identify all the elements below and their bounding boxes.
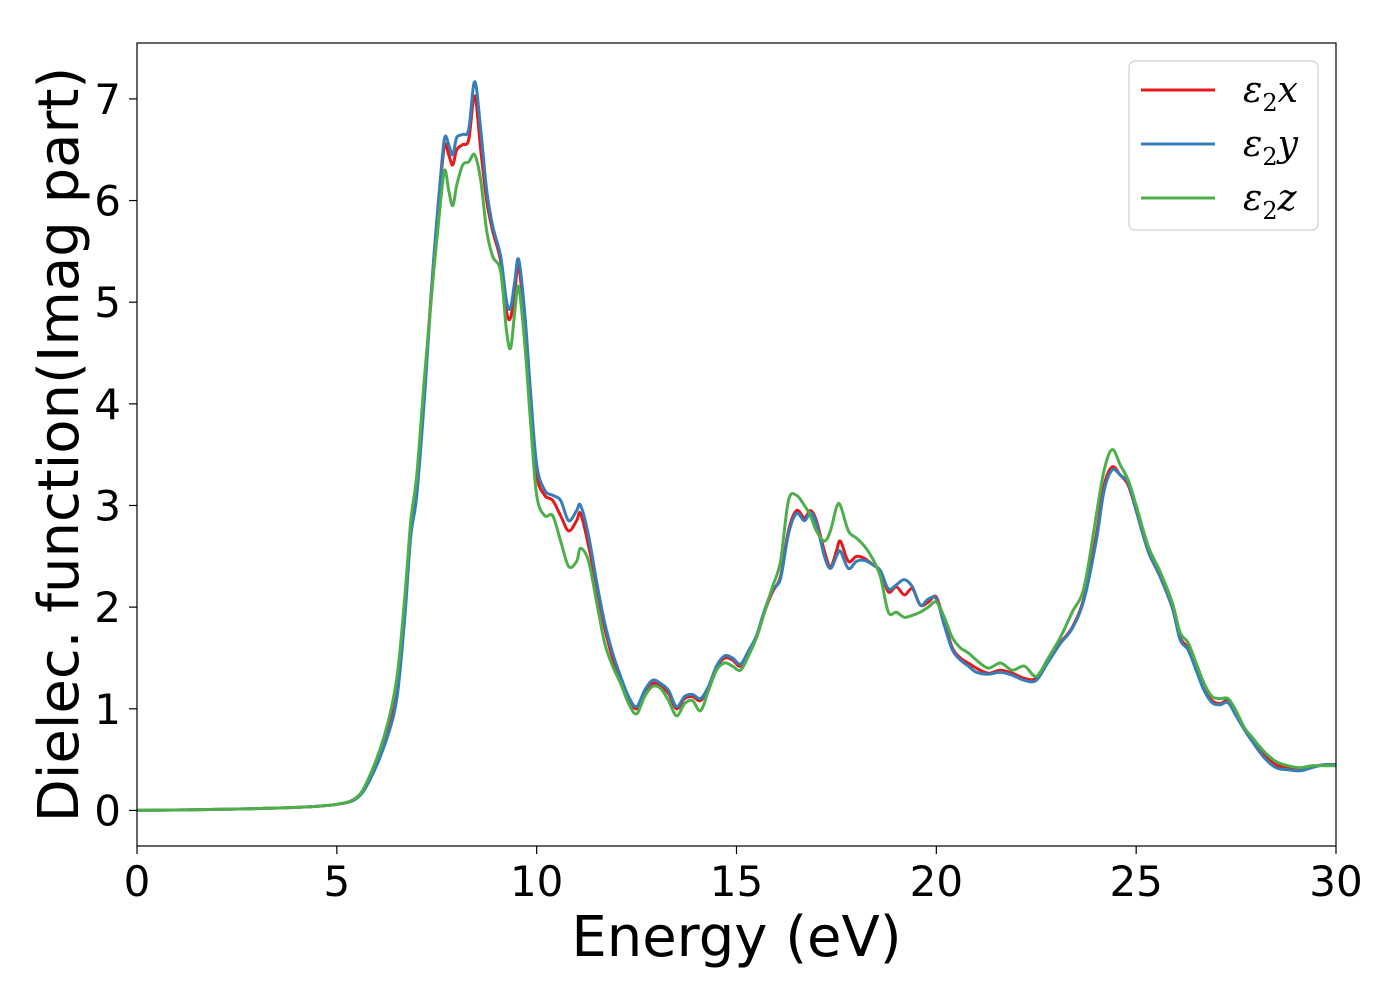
y-tick-label: 6: [94, 177, 121, 226]
series-line-z: [137, 152, 1336, 812]
y-axis: 0 1 2 3 4 5 6 7: [94, 75, 137, 835]
x-axis-title: Energy (eV): [571, 905, 901, 970]
x-tick-label: 25: [1109, 857, 1162, 906]
x-tick-label: 0: [124, 857, 151, 906]
legend-label-z: ε2z: [1243, 178, 1298, 225]
y-tick-label: 0: [94, 786, 121, 835]
x-axis: 0 5 10 15 20 25 30: [124, 846, 1363, 906]
x-tick-label: 30: [1309, 857, 1362, 906]
y-tick-label: 7: [94, 75, 121, 124]
legend: ε2x ε2y ε2z: [1128, 60, 1319, 231]
y-axis-title: Dielec. function(Imag part): [27, 67, 92, 823]
x-tick-label: 15: [710, 857, 763, 906]
legend-box: [1128, 60, 1319, 231]
x-tick-label: 20: [910, 857, 963, 906]
y-tick-label: 1: [94, 685, 121, 734]
y-tick-label: 3: [94, 481, 121, 530]
legend-label-y: ε2y: [1243, 124, 1299, 171]
legend-label-x: ε2x: [1243, 70, 1298, 117]
x-tick-label: 10: [510, 857, 563, 906]
x-tick-label: 5: [323, 857, 350, 906]
y-tick-label: 5: [94, 278, 121, 327]
y-tick-label: 4: [94, 380, 121, 429]
series-layer: [137, 80, 1336, 812]
y-tick-label: 2: [94, 583, 121, 632]
